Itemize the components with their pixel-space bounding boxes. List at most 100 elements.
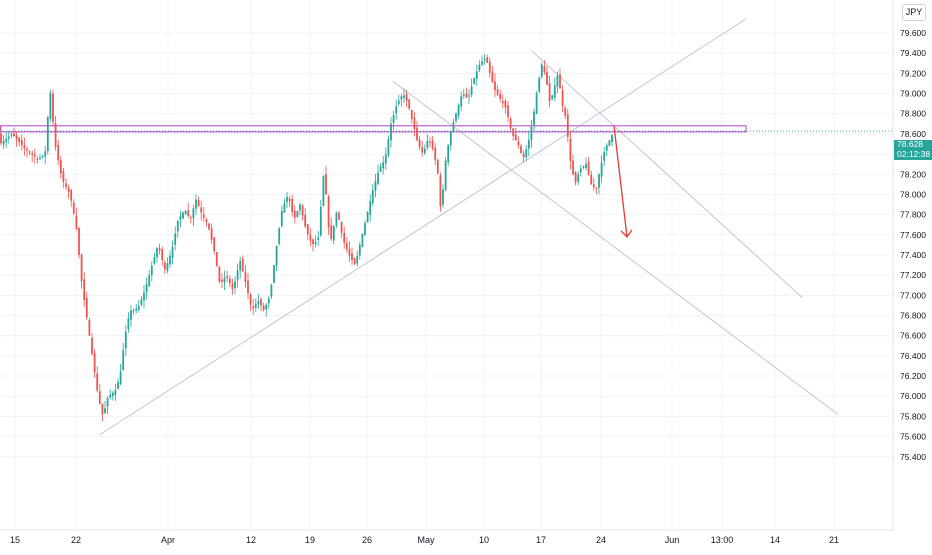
ascending-trendline[interactable] (99, 18, 747, 436)
candle-body (520, 146, 522, 154)
candle-body (590, 174, 593, 185)
candle-body (278, 228, 281, 244)
candle-body (244, 272, 247, 282)
candle-body (111, 392, 114, 397)
candle-body (353, 258, 356, 265)
projection-arrow[interactable] (613, 125, 628, 237)
candle-body (130, 310, 132, 320)
candle-body (540, 64, 543, 77)
candle-body (234, 281, 236, 289)
candle-body (239, 260, 242, 271)
time-axis[interactable]: 15 22 Apr 12 19 26 May 10 17 24 Jun 13:00 14 21 (0, 529, 893, 545)
candle-body (449, 131, 452, 146)
y-tick-label: 77.400 (900, 250, 926, 260)
y-tick-label: 75.800 (900, 411, 926, 421)
candle-body (200, 207, 203, 213)
candle-body (78, 228, 80, 255)
price-axis[interactable]: 79.60079.40079.20079.00078.80078.60078.4… (892, 0, 926, 530)
candle-body (397, 100, 400, 104)
y-tick-label: 76.600 (900, 331, 926, 341)
x-tick-label: 10 (479, 535, 489, 545)
candle-body (579, 168, 582, 173)
candle-body (153, 256, 156, 264)
candle-body (143, 292, 145, 301)
candle-body (522, 153, 525, 158)
candle-body (314, 241, 317, 245)
candle-body (335, 212, 338, 226)
candle-body (75, 215, 78, 229)
y-tick-label: 76.800 (900, 311, 926, 321)
candle-body (231, 283, 234, 289)
candle-body (551, 95, 554, 99)
candle-body (429, 141, 431, 143)
candle-body (273, 265, 275, 283)
candle-body (122, 350, 125, 371)
candle-body (254, 304, 257, 308)
candle-body (80, 254, 83, 282)
candle-body (26, 148, 28, 151)
candle-body (460, 96, 463, 107)
trendline-drawings[interactable] (0, 18, 839, 436)
last-price-value: 78.628 (897, 139, 923, 149)
candle-body (332, 225, 335, 241)
x-tick-label: Jun (665, 535, 680, 545)
candle-body (351, 253, 353, 261)
candle-body (41, 155, 44, 157)
candle-body (491, 71, 494, 83)
candle-body (202, 214, 205, 218)
candle-body (28, 151, 31, 153)
candle-body (249, 294, 252, 305)
candle-body (252, 306, 255, 309)
descending-channel-lower[interactable] (392, 81, 839, 415)
candle-body (98, 391, 101, 404)
candle-body (57, 145, 60, 161)
candle-body (611, 134, 613, 143)
candle-body (379, 166, 382, 172)
candle-body (455, 113, 457, 121)
y-tick-label: 79.200 (900, 68, 926, 78)
candle-body (150, 265, 153, 276)
candle-body (223, 277, 226, 283)
candle-body (595, 187, 598, 189)
candle-body (343, 232, 346, 243)
candle-body (442, 189, 444, 205)
candle-body (262, 305, 265, 310)
candle-body (530, 126, 533, 141)
candle-body (496, 89, 499, 95)
candle-body (210, 228, 213, 240)
candle-body (247, 280, 249, 294)
candle-body (176, 220, 179, 232)
candle-body (221, 279, 223, 282)
candle-body (600, 162, 603, 177)
candle-body (356, 255, 359, 264)
y-tick-label: 79.600 (900, 28, 926, 38)
candle-body (13, 133, 15, 137)
descending-channel-upper[interactable] (531, 50, 803, 298)
candle-body (65, 183, 67, 187)
candle-body (83, 279, 86, 301)
candle-body (0, 133, 2, 144)
y-tick-label: 75.600 (900, 432, 926, 442)
candle-body (306, 224, 309, 235)
resistance-zone[interactable] (0, 125, 747, 133)
candle-body (226, 275, 229, 278)
overlay-drawings[interactable] (0, 125, 893, 238)
candle-body (421, 147, 424, 153)
candle-body (403, 95, 405, 98)
y-tick-label: 78.800 (900, 109, 926, 119)
candle-body (517, 141, 520, 146)
candle-body (494, 81, 496, 91)
candle-body (301, 205, 304, 216)
candle-body (457, 104, 460, 116)
candle-body (291, 198, 294, 213)
candle-body (509, 118, 512, 129)
currency-badge[interactable]: JPY (902, 4, 926, 21)
candle-body (161, 249, 164, 261)
candle-body (514, 134, 517, 141)
candle-body (101, 403, 104, 414)
candle-body (265, 304, 268, 310)
candle-body (371, 190, 374, 204)
candle-body (174, 233, 177, 245)
